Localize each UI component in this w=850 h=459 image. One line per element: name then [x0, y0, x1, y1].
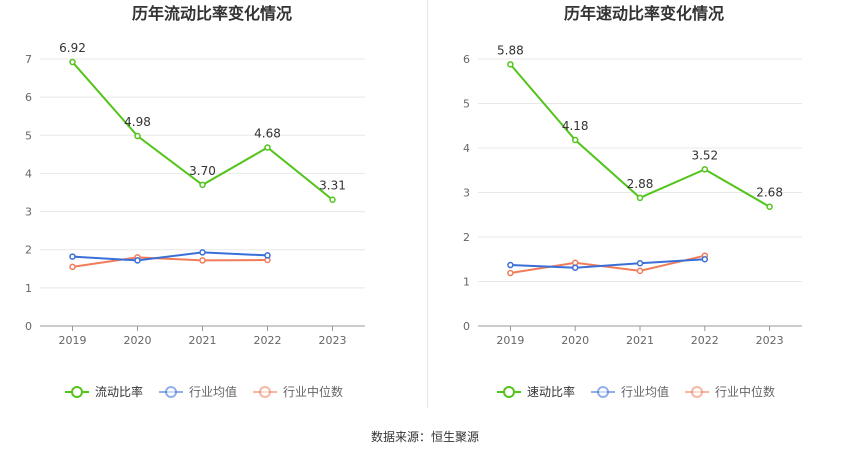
y-tick-label: 3 [463, 187, 470, 200]
y-tick-label: 4 [25, 167, 32, 180]
data-point[interactable] [507, 61, 514, 68]
data-point[interactable] [507, 261, 514, 269]
y-tick-label: 5 [25, 129, 32, 142]
data-label: 3.31 [319, 179, 346, 193]
x-tick-label: 2020 [124, 334, 152, 347]
chart-title: 历年流动比率变化情况 [132, 4, 292, 23]
legend-label: 行业中位数 [715, 384, 775, 399]
series-line [71, 61, 334, 201]
legend-marker [71, 386, 83, 398]
legend-marker [165, 386, 177, 398]
legend-label: 速动比率 [527, 384, 575, 399]
data-label: 4.68 [254, 126, 281, 140]
data-point[interactable] [69, 253, 76, 260]
data-label: 2.68 [756, 186, 783, 200]
quick-ratio-chart: 历年速动比率变化情况 0 1 2 3 4 5 6 2019 2020 2021 2022 2023 5.8… [425, 0, 850, 420]
x-tick-label: 2023 [756, 334, 784, 347]
data-point[interactable] [199, 181, 206, 189]
y-tick-label: 6 [25, 91, 32, 104]
y-tick-label: 3 [25, 206, 32, 219]
y-tick-label: 6 [463, 53, 470, 66]
legend-marker [259, 386, 271, 398]
quick-ratio-chart-svg: 历年速动比率变化情况 0 1 2 3 4 5 6 2019 2020 2021 2022 2023 5.8… [463, 4, 802, 399]
series-line [72, 251, 268, 262]
x-tick-label: 2021 [626, 334, 654, 347]
legend-item[interactable]: 行业均值 [591, 384, 669, 399]
data-point[interactable] [264, 252, 271, 259]
x-tick-label: 2022 [254, 334, 282, 347]
data-point[interactable] [571, 136, 579, 144]
data-point[interactable] [701, 256, 709, 263]
data-label: 3.52 [691, 148, 718, 162]
data-point[interactable] [571, 264, 579, 271]
legend-marker [597, 386, 609, 398]
legend-label: 行业均值 [189, 384, 237, 399]
legend-item[interactable]: 行业中位数 [685, 384, 775, 399]
data-point[interactable] [134, 257, 141, 264]
series-line [510, 258, 705, 269]
data-point[interactable] [134, 132, 141, 140]
y-tick-label: 2 [25, 244, 32, 257]
data-point[interactable] [636, 267, 644, 275]
data-point[interactable] [766, 203, 773, 210]
current-ratio-chart-svg: 历年流动比率变化情况 0 1 2 3 4 5 6 7 2019 2020 2021 2022 2023 6.… [25, 4, 365, 399]
data-label: 5.88 [497, 43, 524, 57]
x-tick-label: 2021 [189, 334, 217, 347]
data-point[interactable] [636, 260, 644, 267]
data-point[interactable] [507, 269, 514, 277]
legend-item[interactable]: 流动比率 [65, 384, 143, 399]
data-label: 2.88 [627, 177, 654, 191]
x-tick-label: 2019 [59, 334, 87, 347]
legend-item[interactable]: 速动比率 [497, 384, 575, 399]
series-line [510, 254, 706, 275]
y-tick-label: 2 [463, 231, 470, 244]
legend-item[interactable]: 行业均值 [159, 384, 237, 399]
y-tick-label: 1 [25, 282, 32, 295]
series-line [72, 256, 268, 268]
data-label: 4.18 [562, 119, 589, 133]
data-point[interactable] [199, 257, 206, 264]
legend-label: 行业均值 [621, 384, 669, 399]
x-tick-label: 2023 [319, 334, 347, 347]
legend-marker [691, 386, 703, 398]
x-tick-label: 2019 [496, 334, 524, 347]
y-tick-label: 1 [463, 276, 470, 289]
chart-title: 历年速动比率变化情况 [564, 4, 724, 23]
y-tick-label: 0 [463, 320, 470, 333]
legend-item[interactable]: 行业中位数 [253, 384, 343, 399]
y-tick-label: 4 [463, 142, 470, 155]
data-point[interactable] [701, 166, 709, 173]
data-label: 4.98 [124, 115, 151, 129]
data-point[interactable] [636, 194, 644, 202]
legend-label: 流动比率 [95, 384, 143, 399]
data-point[interactable] [69, 58, 76, 66]
data-label: 3.70 [189, 164, 216, 178]
x-tick-label: 2022 [691, 334, 719, 347]
data-label: 6.92 [59, 41, 86, 55]
data-point[interactable] [264, 144, 271, 151]
data-source-label: 数据来源：恒生聚源 [370, 430, 479, 444]
data-point[interactable] [69, 263, 76, 271]
data-point[interactable] [329, 196, 336, 203]
y-tick-label: 5 [463, 98, 470, 111]
y-tick-label: 0 [25, 320, 32, 333]
y-tick-label: 7 [25, 53, 32, 66]
panel-divider [427, 0, 428, 408]
data-point[interactable] [199, 249, 206, 256]
legend-label: 行业中位数 [283, 384, 343, 399]
x-tick-label: 2020 [561, 334, 589, 347]
legend-marker [503, 386, 515, 398]
current-ratio-chart: 历年流动比率变化情况 0 1 2 3 4 5 6 7 2019 2020 2021 2022 2023 6.… [0, 0, 425, 420]
